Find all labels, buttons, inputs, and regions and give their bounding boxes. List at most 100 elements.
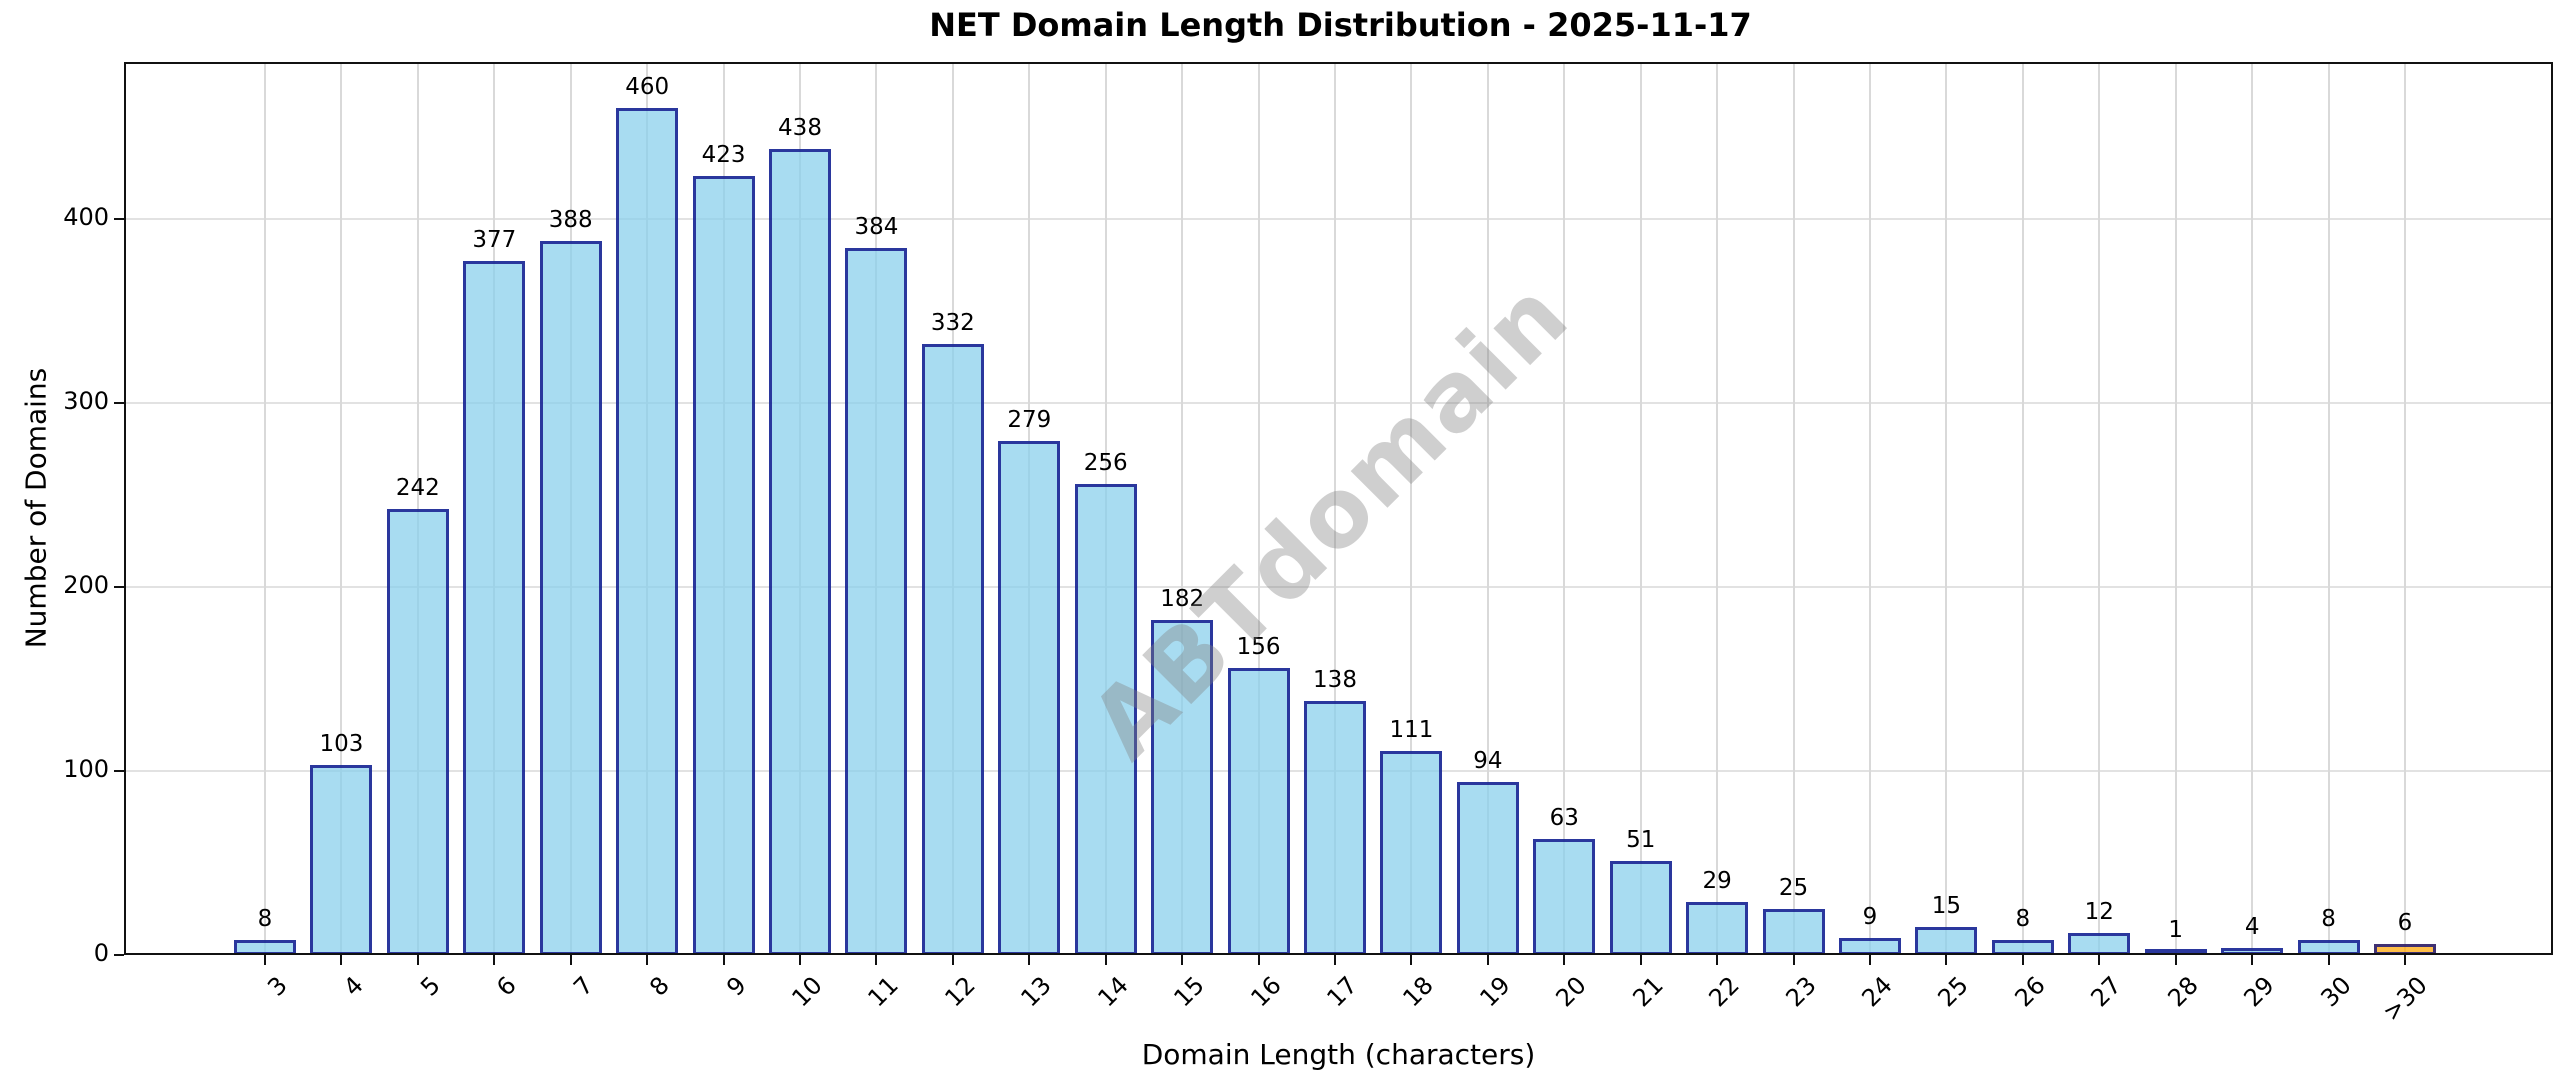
bar-value-label: 377 — [472, 227, 517, 253]
bar-value-label: 182 — [1160, 586, 1205, 612]
y-tick-label: 100 — [63, 754, 109, 783]
bar-length-18 — [1380, 751, 1443, 955]
bar-value-label: 111 — [1389, 717, 1434, 743]
bar-length-7 — [539, 241, 602, 955]
v-gridline — [1869, 62, 1871, 955]
h-gridline — [124, 217, 2553, 220]
bar-value-label: 29 — [1702, 868, 1732, 894]
x-tick-mark — [2404, 955, 2406, 965]
v-gridline — [1257, 62, 1260, 955]
bar-length-12 — [921, 344, 984, 955]
h-gridline — [124, 585, 2553, 588]
x-tick-mark — [2174, 955, 2177, 965]
bar-length-10 — [769, 149, 831, 955]
x-tick-mark — [1257, 955, 1260, 965]
bar-value-label: 6 — [2397, 910, 2413, 936]
bar-value-label: 25 — [1778, 875, 1809, 901]
bar-length-29 — [2221, 948, 2284, 955]
y-tick-label: 400 — [63, 202, 109, 231]
x-tick-mark — [416, 955, 419, 965]
bar-value-label: 256 — [1083, 450, 1128, 476]
bar-length-30 — [2297, 940, 2360, 955]
bar-value-label: 156 — [1236, 634, 1281, 660]
bar-value-label: 9 — [1862, 904, 1878, 930]
bar-value-label: 15 — [1931, 893, 1962, 919]
v-gridline — [1334, 62, 1336, 955]
v-gridline — [1410, 62, 1413, 955]
y-tick-mark — [114, 401, 124, 404]
v-gridline — [2098, 62, 2101, 955]
v-gridline — [1945, 62, 1948, 955]
v-gridline — [2021, 62, 2024, 955]
x-tick-mark — [2327, 955, 2330, 965]
x-tick-mark — [1869, 955, 1871, 965]
bar-length-22 — [1686, 902, 1749, 955]
bar-value-label: 460 — [625, 74, 670, 100]
x-tick-mark — [493, 955, 496, 965]
bar-overflow-length — [2374, 944, 2436, 955]
x-tick-mark — [2251, 955, 2254, 965]
bar-value-label: 1 — [2168, 917, 2184, 943]
y-tick-mark — [114, 585, 124, 588]
bar-length-24 — [1839, 938, 1901, 955]
x-tick-mark — [1716, 955, 1719, 965]
x-tick-mark — [2098, 955, 2101, 965]
x-tick-mark — [1181, 955, 1184, 965]
y-tick-mark — [114, 954, 124, 956]
x-tick-mark — [340, 955, 343, 965]
x-tick-mark — [2021, 955, 2024, 965]
v-gridline — [1181, 62, 1184, 955]
x-tick-mark — [1563, 955, 1566, 965]
x-tick-mark — [1104, 955, 1107, 965]
bar-value-label: 242 — [395, 475, 440, 501]
y-tick-label: 200 — [63, 570, 109, 599]
v-gridline — [1639, 62, 1642, 955]
v-gridline — [2404, 62, 2406, 955]
h-gridline — [124, 401, 2553, 404]
x-tick-mark — [1334, 955, 1336, 965]
x-tick-mark — [951, 955, 954, 965]
v-gridline — [340, 62, 343, 955]
bar-length-17 — [1304, 701, 1366, 955]
x-tick-mark — [875, 955, 878, 965]
bar-length-21 — [1609, 861, 1672, 955]
chart-title: NET Domain Length Distribution - 2025-11… — [929, 6, 1752, 44]
bar-value-label: 63 — [1549, 805, 1579, 831]
bar-length-19 — [1456, 782, 1519, 955]
x-tick-mark — [569, 955, 572, 965]
bar-value-label: 103 — [319, 731, 364, 757]
bar-value-label: 423 — [701, 142, 746, 168]
x-tick-mark — [1792, 955, 1795, 965]
bar-length-20 — [1533, 839, 1596, 955]
v-gridline — [1486, 62, 1489, 955]
bar-length-16 — [1227, 668, 1290, 955]
bar-length-26 — [1991, 940, 2054, 955]
bar-value-label: 8 — [257, 906, 273, 932]
x-tick-mark — [1410, 955, 1413, 965]
x-tick-mark — [646, 955, 649, 965]
bar-length-6 — [463, 261, 526, 955]
bar-length-14 — [1074, 484, 1137, 955]
bar-value-label: 438 — [778, 115, 822, 141]
bar-length-15 — [1151, 620, 1214, 955]
v-gridline — [1563, 62, 1566, 955]
bar-value-label: 138 — [1313, 667, 1357, 693]
bar-length-11 — [845, 248, 908, 955]
bar-value-label: 8 — [2015, 906, 2031, 932]
v-gridline — [2327, 62, 2330, 955]
bar-value-label: 8 — [2321, 906, 2336, 932]
x-tick-mark — [1028, 955, 1031, 965]
y-tick-label: 0 — [93, 939, 109, 967]
v-gridline — [2251, 62, 2254, 955]
x-tick-mark — [799, 955, 801, 965]
bar-value-label: 51 — [1626, 827, 1656, 853]
bar-length-13 — [998, 441, 1061, 955]
bar-value-label: 279 — [1007, 407, 1052, 433]
x-tick-mark — [1486, 955, 1489, 965]
y-tick-label: 300 — [63, 386, 109, 415]
v-gridline — [416, 62, 419, 955]
v-gridline — [1716, 62, 1719, 955]
x-tick-mark — [1639, 955, 1642, 965]
bar-value-label: 4 — [2244, 914, 2260, 940]
